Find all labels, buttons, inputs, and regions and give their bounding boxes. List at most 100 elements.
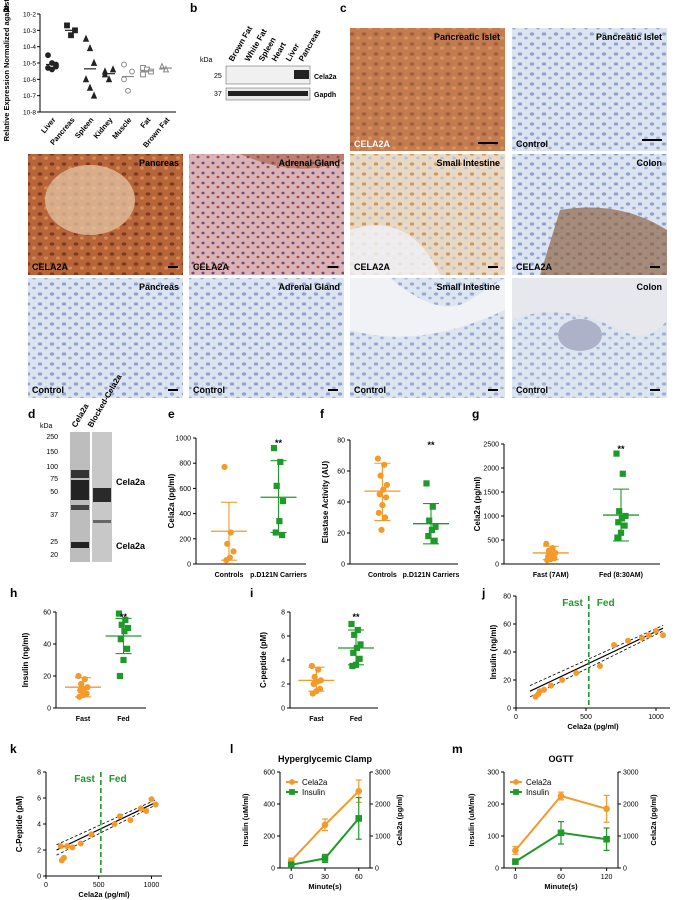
blot-kda-label: kDa xyxy=(200,57,213,64)
data-point xyxy=(143,808,150,814)
y2-tick-label: 2000 xyxy=(375,802,391,809)
tile-title: Adrenal Gland xyxy=(278,158,340,168)
panel-label-e: e xyxy=(168,407,175,421)
y-tick-label: 800 xyxy=(179,461,191,468)
data-point xyxy=(124,624,132,632)
y-axis-label: Insulin (uM/ml) xyxy=(241,793,250,846)
data-point xyxy=(597,663,603,669)
y-axis-label: Elastase Activity (AU) xyxy=(321,460,330,543)
y-tick-label: 2500 xyxy=(483,442,499,449)
y-axis-label: C-peptide (pM) xyxy=(259,632,268,688)
data-point xyxy=(616,508,623,515)
micrograph-tile-intestine-cela2a: Small Intestine CELA2A xyxy=(350,154,505,275)
data-point xyxy=(660,632,666,639)
y-axis-label: C-Peptide (pM) xyxy=(15,795,24,852)
y-tick-label: 4 xyxy=(281,658,285,665)
data-point xyxy=(309,690,316,697)
data-point xyxy=(111,821,118,827)
x-tick-label: 500 xyxy=(93,882,105,889)
panel-label-m: m xyxy=(452,742,463,756)
y-tick-label: 0 xyxy=(281,706,285,713)
x-tick-label: 60 xyxy=(557,874,565,881)
data-point xyxy=(90,58,98,66)
y-tick-label: 200 xyxy=(179,536,191,543)
data-point xyxy=(321,821,329,829)
y-tick-label: 300 xyxy=(487,770,499,777)
tile-title: Colon xyxy=(637,158,663,168)
panel-label-c: c xyxy=(340,1,347,15)
chart-h: 0 20 40 60 ** Fast Fed Insulin (ng/ml) xyxy=(21,610,146,723)
data-point xyxy=(137,805,144,812)
y-tick-label: 10-4 xyxy=(23,44,36,51)
y-tick-label: 40 xyxy=(43,642,51,649)
tile-stain: CELA2A xyxy=(354,262,391,272)
tile-title: Pancreatic Islet xyxy=(434,32,500,42)
y-tick-label: 0 xyxy=(271,866,275,873)
y-tick-label: 500 xyxy=(487,538,499,545)
x-tick-label: Fat xyxy=(138,115,152,130)
data-point xyxy=(90,91,98,99)
data-point xyxy=(350,649,357,656)
data-point xyxy=(148,796,155,803)
data-point xyxy=(277,458,284,466)
y-tick-label: 200 xyxy=(487,802,499,809)
tile-stain: Control xyxy=(516,385,548,395)
x-tick-label: Fast (7AM) xyxy=(533,572,569,579)
y-axis-label: Cela2a (pg/ml) xyxy=(473,476,482,531)
data-point xyxy=(121,76,127,83)
x-tick-label: 0 xyxy=(44,882,48,889)
y-tick-label: 60 xyxy=(503,622,511,629)
x-axis-label: Minute(s) xyxy=(544,882,578,891)
data-point xyxy=(276,518,283,525)
y-tick-label: 600 xyxy=(263,770,275,777)
blot-kda-label: kDa xyxy=(40,423,53,430)
y2-tick-label: 3000 xyxy=(375,770,391,777)
data-point xyxy=(382,494,390,501)
blot-marker: 20 xyxy=(50,552,58,559)
data-point xyxy=(162,65,170,73)
data-point xyxy=(619,470,626,477)
chart-title: OGTT xyxy=(549,754,574,764)
confidence-band xyxy=(529,625,664,686)
significance-mark: ** xyxy=(352,612,360,622)
x-axis-label: Minute(s) xyxy=(308,882,342,891)
data-point xyxy=(310,680,317,688)
y-tick-label: 80 xyxy=(503,594,511,601)
y-tick-label: 0 xyxy=(37,874,41,881)
data-point xyxy=(351,631,358,638)
data-point xyxy=(428,526,435,533)
tile-title: Small Intestine xyxy=(436,158,500,168)
y2-tick-label: 0 xyxy=(375,866,379,873)
y-tick-label: 20 xyxy=(503,678,511,685)
western-blot-b: kDa 25 37 Brown Fat White Fat Spleen Hea… xyxy=(200,24,337,101)
y-tick-label: 40 xyxy=(503,650,511,657)
data-point xyxy=(127,817,134,824)
data-point xyxy=(431,537,438,544)
data-point xyxy=(573,670,580,676)
data-point xyxy=(512,858,519,865)
data-point xyxy=(355,787,363,795)
chart-title: Hyperglycemic Clamp xyxy=(278,754,373,764)
region-label: Fast xyxy=(562,598,583,609)
data-point xyxy=(77,840,84,847)
y-tick-label: 100 xyxy=(487,834,499,841)
micrograph-tile-islet-control: Pancreatic Islet Control xyxy=(512,28,667,151)
data-point xyxy=(118,621,125,628)
data-point xyxy=(383,481,390,489)
y-tick-label: 0 xyxy=(495,866,499,873)
data-point xyxy=(230,548,237,555)
data-point xyxy=(64,843,71,850)
data-point xyxy=(603,835,610,843)
x-tick-label: p.D121N Carriers xyxy=(403,572,460,579)
x-tick-label: 0 xyxy=(513,874,517,881)
panel-label-j: j xyxy=(481,586,485,600)
data-point xyxy=(321,855,329,862)
data-point xyxy=(512,847,519,854)
y-tick-label: 60 xyxy=(43,610,51,617)
y-axis-label: Cela2a (pg/ml) xyxy=(395,794,404,846)
blot-marker: 50 xyxy=(50,489,58,496)
data-point xyxy=(376,491,383,498)
data-point xyxy=(86,83,94,91)
blot-band-label: Cela2a xyxy=(116,477,146,487)
